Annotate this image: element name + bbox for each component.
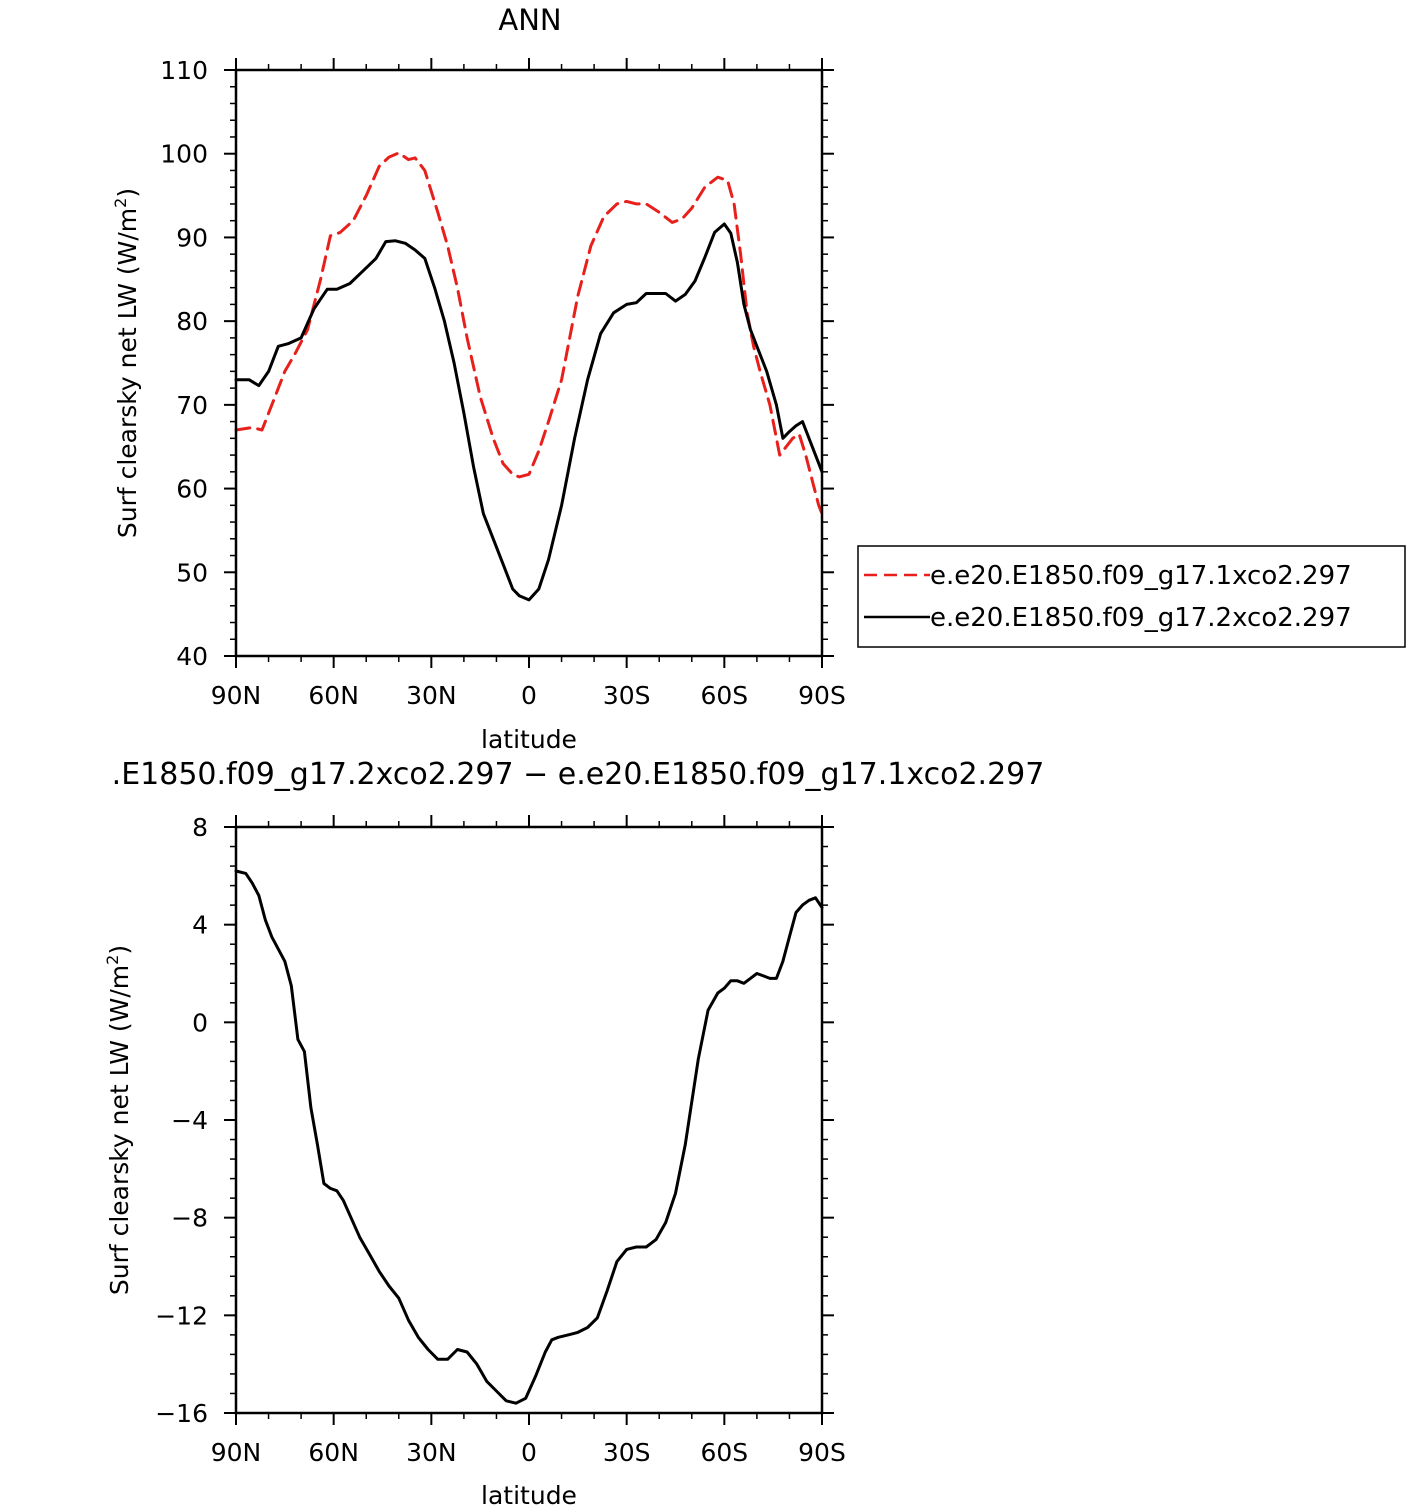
bottom-y-axis-label-main: Surf clearsky net LW (W/m — [105, 965, 134, 1295]
top-plot-frame — [234, 68, 824, 658]
bottom-y-tick-label: 0 — [192, 1008, 208, 1037]
top-x-tick-label: 90N — [211, 681, 262, 710]
bottom-y-tick-label: −8 — [171, 1204, 208, 1233]
top-y-tick-label: 50 — [176, 558, 208, 587]
top-x-tick-label: 90S — [798, 681, 846, 710]
top-y-tick-label: 70 — [176, 391, 208, 420]
top-y-axis-label-main: Surf clearsky net LW (W/m — [113, 208, 142, 538]
top-chart-title: ANN — [498, 3, 561, 37]
bottom-series-line-1 — [234, 869, 824, 1405]
top-x-axis-label: latitude — [481, 725, 577, 754]
legend-box — [857, 545, 1406, 648]
top-ticks-layer: 90N 60N 30N 0 30S 60S 90S 40 50 60 70 80 90 100 110 — [160, 56, 846, 710]
top-y-axis-label-close: ) — [113, 188, 142, 198]
top-series-line-1 — [234, 151, 824, 516]
bottom-x-tick-label: 0 — [521, 1438, 537, 1467]
bottom-series-layer — [234, 869, 824, 1405]
bottom-x-tick-label: 60S — [700, 1438, 748, 1467]
top-x-tick-label: 30N — [406, 681, 457, 710]
bottom-panel: .E1850.f09_g17.2xco2.297 − e.e20.E1850.f… — [103, 757, 1044, 1510]
bottom-y-tick-label: −16 — [155, 1399, 208, 1428]
top-x-tick-label: 30S — [603, 681, 651, 710]
top-y-tick-label: 80 — [176, 307, 208, 336]
top-series-line-2 — [234, 222, 824, 602]
legend-label-series-1: e.e20.E1850.f09_g17.1xco2.297 — [930, 561, 1352, 591]
top-y-tick-label: 100 — [160, 140, 208, 169]
bottom-y-axis-label-sup: 2 — [103, 955, 122, 965]
bottom-y-axis-label-close: ) — [105, 945, 134, 955]
bottom-y-tick-label: 4 — [192, 911, 208, 940]
bottom-x-tick-label: 90S — [798, 1438, 846, 1467]
top-series-layer — [234, 151, 824, 602]
top-legend: e.e20.E1850.f09_g17.1xco2.297 e.e20.E185… — [857, 545, 1406, 648]
top-y-tick-label: 110 — [160, 56, 208, 85]
bottom-y-tick-label: −12 — [155, 1301, 208, 1330]
bottom-x-tick-label: 60N — [308, 1438, 359, 1467]
bottom-y-tick-label: 8 — [192, 813, 208, 842]
top-y-axis-label: Surf clearsky net LW (W/m2) — [111, 188, 142, 538]
bottom-chart-title: .E1850.f09_g17.2xco2.297 − e.e20.E1850.f… — [112, 757, 1045, 792]
top-x-tick-label: 60S — [700, 681, 748, 710]
top-x-tick-label: 0 — [521, 681, 537, 710]
bottom-x-tick-label: 30N — [406, 1438, 457, 1467]
bottom-y-tick-label: −4 — [171, 1106, 208, 1135]
top-y-tick-label: 90 — [176, 223, 208, 252]
top-y-tick-label: 60 — [176, 475, 208, 504]
legend-label-series-2: e.e20.E1850.f09_g17.2xco2.297 — [930, 603, 1352, 633]
bottom-ticks-layer: 90N 60N 30N 0 30S 60S 90S −16 −12 −8 −4 0 4 8 — [155, 813, 846, 1467]
top-y-tick-label: 40 — [176, 642, 208, 671]
top-x-tick-label: 60N — [308, 681, 359, 710]
top-y-axis-label-sup: 2 — [111, 198, 130, 208]
bottom-x-tick-label: 90N — [211, 1438, 262, 1467]
bottom-plot-frame — [234, 825, 824, 1415]
top-panel: ANN 90N 60N 30N 0 30S 60S 90S 40 50 60 70 80 90 100 11… — [111, 3, 1406, 754]
bottom-x-axis-label: latitude — [481, 1481, 577, 1510]
bottom-x-tick-label: 30S — [603, 1438, 651, 1467]
bottom-y-axis-label: Surf clearsky net LW (W/m2) — [103, 945, 134, 1295]
